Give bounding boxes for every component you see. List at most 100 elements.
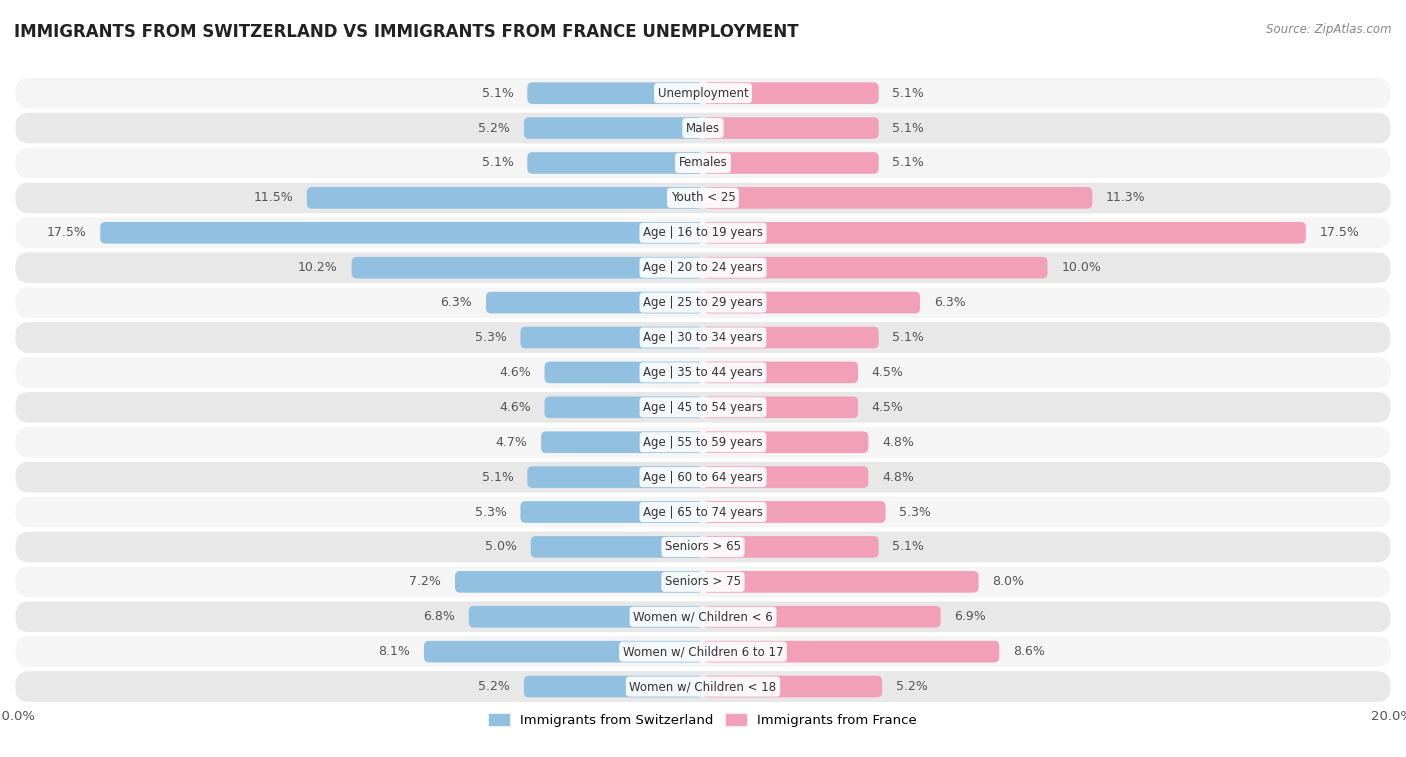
FancyBboxPatch shape	[14, 460, 1392, 494]
Text: IMMIGRANTS FROM SWITZERLAND VS IMMIGRANTS FROM FRANCE UNEMPLOYMENT: IMMIGRANTS FROM SWITZERLAND VS IMMIGRANT…	[14, 23, 799, 41]
Text: 5.1%: 5.1%	[482, 157, 513, 170]
FancyBboxPatch shape	[703, 641, 1000, 662]
FancyBboxPatch shape	[14, 600, 1392, 634]
Text: 6.8%: 6.8%	[423, 610, 456, 623]
FancyBboxPatch shape	[703, 606, 941, 628]
FancyBboxPatch shape	[524, 676, 703, 697]
Text: 4.7%: 4.7%	[495, 436, 527, 449]
FancyBboxPatch shape	[100, 222, 703, 244]
Text: 8.6%: 8.6%	[1012, 645, 1045, 658]
Text: 5.0%: 5.0%	[485, 540, 517, 553]
FancyBboxPatch shape	[14, 495, 1392, 529]
FancyBboxPatch shape	[14, 251, 1392, 285]
FancyBboxPatch shape	[307, 187, 703, 209]
Text: Youth < 25: Youth < 25	[671, 192, 735, 204]
FancyBboxPatch shape	[703, 187, 1092, 209]
FancyBboxPatch shape	[14, 286, 1392, 319]
Text: 7.2%: 7.2%	[409, 575, 441, 588]
FancyBboxPatch shape	[520, 501, 703, 523]
Text: 4.8%: 4.8%	[882, 471, 914, 484]
Text: 17.5%: 17.5%	[1320, 226, 1360, 239]
Text: 10.0%: 10.0%	[1062, 261, 1101, 274]
Legend: Immigrants from Switzerland, Immigrants from France: Immigrants from Switzerland, Immigrants …	[484, 709, 922, 732]
FancyBboxPatch shape	[520, 327, 703, 348]
Text: 4.8%: 4.8%	[882, 436, 914, 449]
Text: 17.5%: 17.5%	[46, 226, 86, 239]
Text: 6.3%: 6.3%	[440, 296, 472, 309]
Text: Age | 25 to 29 years: Age | 25 to 29 years	[643, 296, 763, 309]
Text: Women w/ Children < 18: Women w/ Children < 18	[630, 680, 776, 693]
Text: Age | 30 to 34 years: Age | 30 to 34 years	[643, 331, 763, 344]
Text: 4.6%: 4.6%	[499, 400, 531, 414]
Text: 5.3%: 5.3%	[900, 506, 931, 519]
Text: Age | 60 to 64 years: Age | 60 to 64 years	[643, 471, 763, 484]
Text: Age | 16 to 19 years: Age | 16 to 19 years	[643, 226, 763, 239]
FancyBboxPatch shape	[524, 117, 703, 139]
FancyBboxPatch shape	[703, 431, 869, 453]
Text: 5.3%: 5.3%	[475, 331, 506, 344]
Text: 5.2%: 5.2%	[896, 680, 928, 693]
FancyBboxPatch shape	[703, 536, 879, 558]
FancyBboxPatch shape	[425, 641, 703, 662]
Text: 8.1%: 8.1%	[378, 645, 411, 658]
Text: 10.2%: 10.2%	[298, 261, 337, 274]
Text: 8.0%: 8.0%	[993, 575, 1025, 588]
FancyBboxPatch shape	[703, 152, 879, 174]
FancyBboxPatch shape	[703, 397, 858, 418]
FancyBboxPatch shape	[703, 466, 869, 488]
FancyBboxPatch shape	[14, 216, 1392, 250]
Text: 6.9%: 6.9%	[955, 610, 986, 623]
Text: 4.5%: 4.5%	[872, 366, 904, 379]
Text: Women w/ Children < 6: Women w/ Children < 6	[633, 610, 773, 623]
FancyBboxPatch shape	[703, 222, 1306, 244]
FancyBboxPatch shape	[456, 571, 703, 593]
FancyBboxPatch shape	[352, 257, 703, 279]
FancyBboxPatch shape	[703, 291, 920, 313]
Text: Males: Males	[686, 122, 720, 135]
FancyBboxPatch shape	[14, 111, 1392, 145]
FancyBboxPatch shape	[703, 83, 879, 104]
FancyBboxPatch shape	[486, 291, 703, 313]
FancyBboxPatch shape	[703, 501, 886, 523]
Text: 6.3%: 6.3%	[934, 296, 966, 309]
FancyBboxPatch shape	[703, 117, 879, 139]
FancyBboxPatch shape	[541, 431, 703, 453]
Text: 11.3%: 11.3%	[1107, 192, 1146, 204]
FancyBboxPatch shape	[531, 536, 703, 558]
Text: Seniors > 65: Seniors > 65	[665, 540, 741, 553]
FancyBboxPatch shape	[527, 466, 703, 488]
Text: Age | 55 to 59 years: Age | 55 to 59 years	[643, 436, 763, 449]
FancyBboxPatch shape	[527, 152, 703, 174]
Text: 11.5%: 11.5%	[253, 192, 292, 204]
Text: Age | 35 to 44 years: Age | 35 to 44 years	[643, 366, 763, 379]
Text: 5.2%: 5.2%	[478, 680, 510, 693]
Text: 4.6%: 4.6%	[499, 366, 531, 379]
Text: 5.1%: 5.1%	[893, 331, 924, 344]
Text: Women w/ Children 6 to 17: Women w/ Children 6 to 17	[623, 645, 783, 658]
Text: Age | 20 to 24 years: Age | 20 to 24 years	[643, 261, 763, 274]
FancyBboxPatch shape	[544, 362, 703, 383]
Text: 5.1%: 5.1%	[893, 540, 924, 553]
Text: 5.1%: 5.1%	[893, 122, 924, 135]
Text: 5.1%: 5.1%	[893, 157, 924, 170]
FancyBboxPatch shape	[703, 362, 858, 383]
Text: Age | 45 to 54 years: Age | 45 to 54 years	[643, 400, 763, 414]
FancyBboxPatch shape	[14, 635, 1392, 668]
FancyBboxPatch shape	[14, 530, 1392, 564]
FancyBboxPatch shape	[527, 83, 703, 104]
Text: Source: ZipAtlas.com: Source: ZipAtlas.com	[1267, 23, 1392, 36]
FancyBboxPatch shape	[14, 356, 1392, 389]
Text: 5.3%: 5.3%	[475, 506, 506, 519]
FancyBboxPatch shape	[14, 391, 1392, 424]
Text: 5.1%: 5.1%	[482, 471, 513, 484]
FancyBboxPatch shape	[14, 565, 1392, 599]
FancyBboxPatch shape	[14, 76, 1392, 110]
Text: 5.1%: 5.1%	[482, 86, 513, 100]
Text: Seniors > 75: Seniors > 75	[665, 575, 741, 588]
FancyBboxPatch shape	[14, 181, 1392, 215]
FancyBboxPatch shape	[14, 321, 1392, 354]
Text: Age | 65 to 74 years: Age | 65 to 74 years	[643, 506, 763, 519]
FancyBboxPatch shape	[14, 146, 1392, 179]
FancyBboxPatch shape	[468, 606, 703, 628]
FancyBboxPatch shape	[703, 571, 979, 593]
